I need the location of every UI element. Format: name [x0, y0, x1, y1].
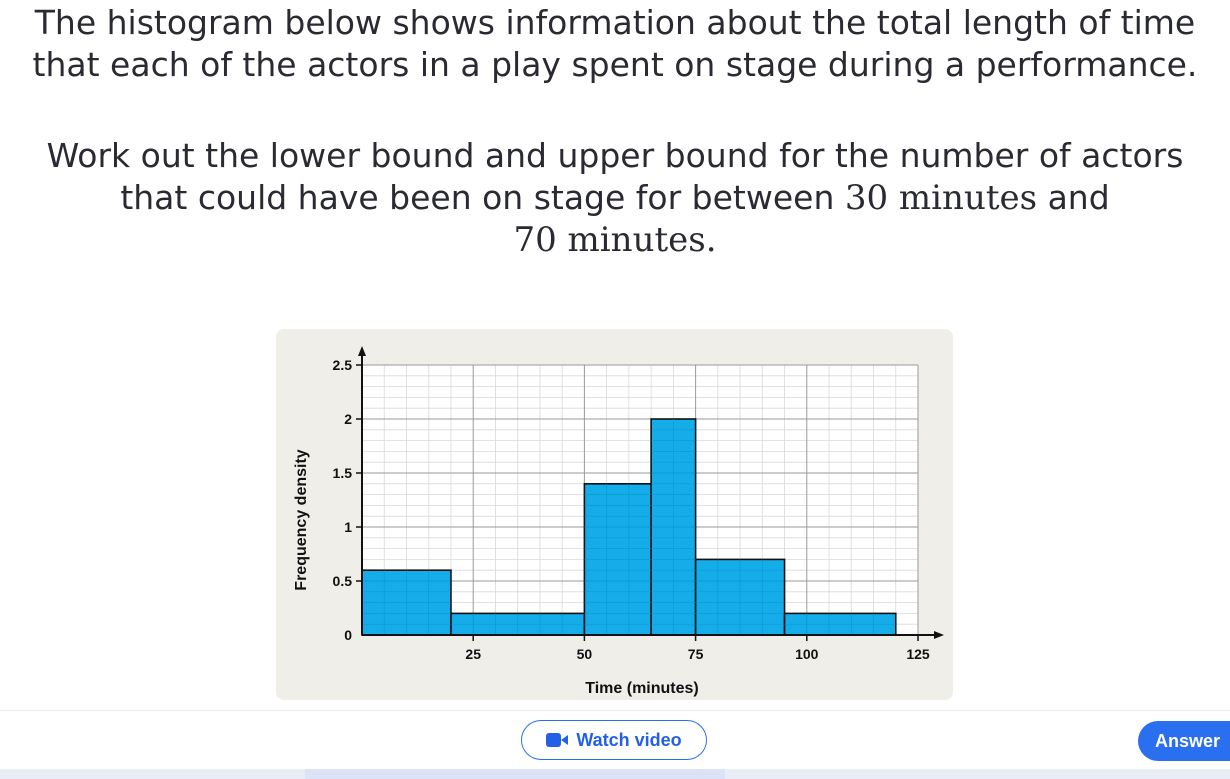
y-tick-label: 0 [344, 627, 352, 643]
watch-video-label: Watch video [576, 729, 682, 750]
task-text: Work out the lower bound and upper bound… [0, 135, 1230, 261]
x-tick-label: 75 [688, 646, 704, 662]
x-axis-arrow [934, 631, 944, 639]
bottom-progress-strip [0, 769, 1230, 779]
task-value-70-minutes: 70 minutes. [513, 220, 717, 260]
y-tick-label: 1.5 [333, 465, 353, 481]
x-axis-label: Time (minutes) [585, 680, 699, 697]
answer-button[interactable]: Answer [1138, 721, 1230, 761]
y-tick-label: 1 [344, 519, 352, 535]
y-tick-label: 0.5 [333, 573, 353, 589]
histogram-chart: 0 0.5 1 1.5 2 2.5 25 50 75 100 125 Time (minutes) Fr… [293, 346, 944, 697]
question-line-1: The histogram below shows information ab… [34, 3, 1196, 42]
task-line-2-start: that could have been on stage for betwee… [120, 178, 845, 217]
watch-video-button[interactable]: Watch video [521, 720, 707, 760]
y-axis-label: Frequency density [293, 449, 310, 590]
histogram-card: 0 0.5 1 1.5 2 2.5 25 50 75 100 125 Time (minutes) Fr… [276, 329, 953, 700]
task-line-2-end: and [1037, 178, 1110, 217]
task-line-2: that could have been on stage for betwee… [0, 177, 1230, 219]
y-tick-label: 2 [344, 411, 352, 427]
y-axis-arrow [358, 346, 366, 356]
question-line-2: that each of the actors in a play spent … [32, 45, 1198, 84]
y-tick-label: 2.5 [333, 357, 353, 373]
video-camera-icon [546, 733, 569, 747]
x-tick-label: 100 [795, 646, 819, 662]
task-value-30-minutes: 30 minutes [844, 178, 1038, 218]
x-tick-label: 50 [577, 646, 593, 662]
x-tick-label: 125 [906, 646, 930, 662]
x-tick-label: 25 [465, 646, 481, 662]
divider [0, 710, 1230, 711]
task-line-1: Work out the lower bound and upper bound… [46, 136, 1184, 175]
question-text: The histogram below shows information ab… [0, 2, 1230, 86]
